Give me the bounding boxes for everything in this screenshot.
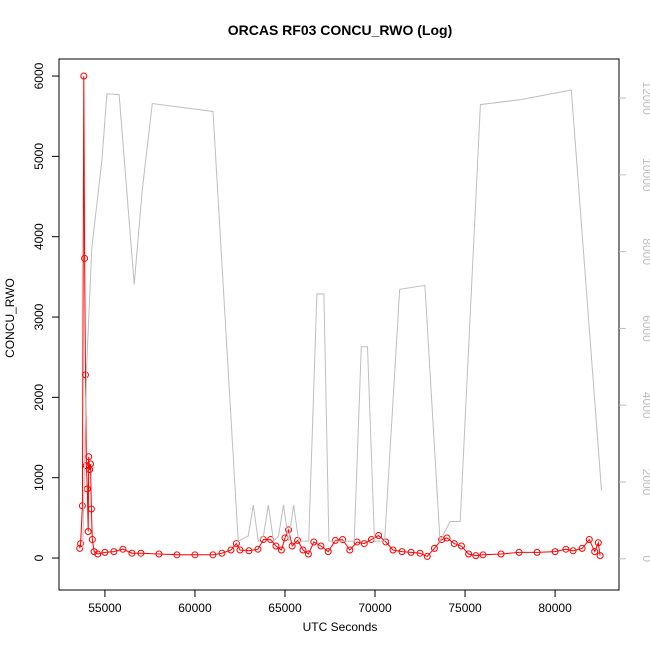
data-point bbox=[94, 550, 102, 558]
y2-tick-label: 8000 bbox=[640, 238, 650, 265]
data-point bbox=[324, 548, 332, 556]
y-tick-label: 4000 bbox=[32, 223, 46, 250]
y2-tick-label: 2000 bbox=[640, 469, 650, 496]
y2-tick-label: 12000 bbox=[640, 81, 650, 115]
data-point bbox=[430, 544, 438, 552]
data-point bbox=[85, 453, 93, 461]
y-tick-label: 2000 bbox=[32, 384, 46, 411]
data-point bbox=[562, 545, 570, 553]
data-point bbox=[569, 547, 577, 555]
data-point bbox=[533, 548, 541, 556]
data-point bbox=[360, 540, 368, 548]
data-point bbox=[236, 546, 244, 554]
data-point bbox=[551, 548, 559, 556]
data-point bbox=[299, 546, 307, 554]
data-point bbox=[76, 544, 84, 552]
data-point bbox=[375, 532, 383, 540]
data-point bbox=[479, 551, 487, 559]
data-point bbox=[407, 548, 415, 556]
data-point bbox=[294, 536, 302, 544]
data-point bbox=[423, 552, 431, 560]
data-point bbox=[191, 551, 199, 559]
y-tick-label: 1000 bbox=[32, 464, 46, 491]
x-tick-label: 65000 bbox=[268, 601, 302, 615]
data-point bbox=[317, 542, 325, 550]
data-point bbox=[209, 551, 217, 559]
data-point bbox=[78, 502, 86, 510]
plot-frame bbox=[58, 58, 620, 591]
data-point bbox=[382, 538, 390, 546]
series-line bbox=[79, 75, 601, 558]
data-point bbox=[90, 548, 98, 556]
data-point bbox=[77, 540, 85, 548]
data-point bbox=[331, 536, 339, 544]
data-point bbox=[339, 536, 347, 544]
y-tick-label: 5000 bbox=[32, 143, 46, 170]
x-tick-label: 75000 bbox=[448, 601, 482, 615]
data-point bbox=[389, 546, 397, 554]
data-point bbox=[585, 536, 593, 544]
data-point bbox=[87, 505, 95, 513]
data-point bbox=[353, 538, 361, 546]
y-tick-label: 6000 bbox=[32, 62, 46, 89]
data-point bbox=[465, 550, 473, 558]
data-point bbox=[80, 72, 88, 80]
data-point bbox=[137, 549, 145, 557]
data-point bbox=[285, 526, 293, 534]
data-point bbox=[594, 539, 602, 547]
x-axis-label: UTC Seconds bbox=[303, 620, 378, 634]
data-point bbox=[304, 550, 312, 558]
data-point bbox=[81, 371, 89, 379]
data-point bbox=[101, 548, 109, 556]
data-point bbox=[596, 552, 604, 560]
data-point bbox=[119, 545, 127, 553]
data-point bbox=[155, 550, 163, 558]
x-tick-label: 80000 bbox=[538, 601, 572, 615]
data-point bbox=[254, 545, 262, 553]
data-point bbox=[272, 542, 280, 550]
data-point bbox=[472, 552, 480, 560]
data-point bbox=[128, 549, 136, 557]
data-point bbox=[81, 254, 89, 262]
data-point bbox=[310, 538, 318, 546]
y2-tick-label: 10000 bbox=[640, 158, 650, 192]
data-point bbox=[87, 460, 95, 468]
y-tick-label: 0 bbox=[32, 554, 46, 561]
data-point bbox=[515, 548, 523, 556]
data-point bbox=[227, 546, 235, 554]
data-point bbox=[346, 546, 354, 554]
data-point bbox=[591, 548, 599, 556]
y-axis-label: CONCU_RWO bbox=[3, 278, 17, 358]
data-point bbox=[398, 548, 406, 556]
data-point bbox=[218, 549, 226, 557]
data-point bbox=[245, 547, 253, 555]
data-point bbox=[84, 528, 92, 536]
data-point bbox=[277, 546, 285, 554]
data-point bbox=[416, 549, 424, 557]
data-point bbox=[457, 542, 465, 550]
data-point bbox=[497, 550, 505, 558]
x-tick-label: 60000 bbox=[178, 601, 212, 615]
data-point bbox=[88, 536, 96, 544]
data-point bbox=[173, 551, 181, 559]
data-point bbox=[450, 540, 458, 548]
chart-title: ORCAS RF03 CONCU_RWO (Log) bbox=[228, 22, 453, 38]
y2-tick-label: 6000 bbox=[640, 315, 650, 342]
data-point bbox=[110, 548, 118, 556]
x-tick-label: 55000 bbox=[88, 601, 122, 615]
y-tick-label: 3000 bbox=[32, 303, 46, 330]
series-line bbox=[82, 89, 602, 549]
y2-tick-label: 4000 bbox=[640, 392, 650, 419]
data-point bbox=[288, 542, 296, 550]
x-tick-label: 70000 bbox=[358, 601, 392, 615]
data-point bbox=[232, 540, 240, 548]
data-point bbox=[578, 544, 586, 552]
y2-tick-label: 0 bbox=[640, 555, 650, 562]
data-point bbox=[443, 534, 451, 542]
